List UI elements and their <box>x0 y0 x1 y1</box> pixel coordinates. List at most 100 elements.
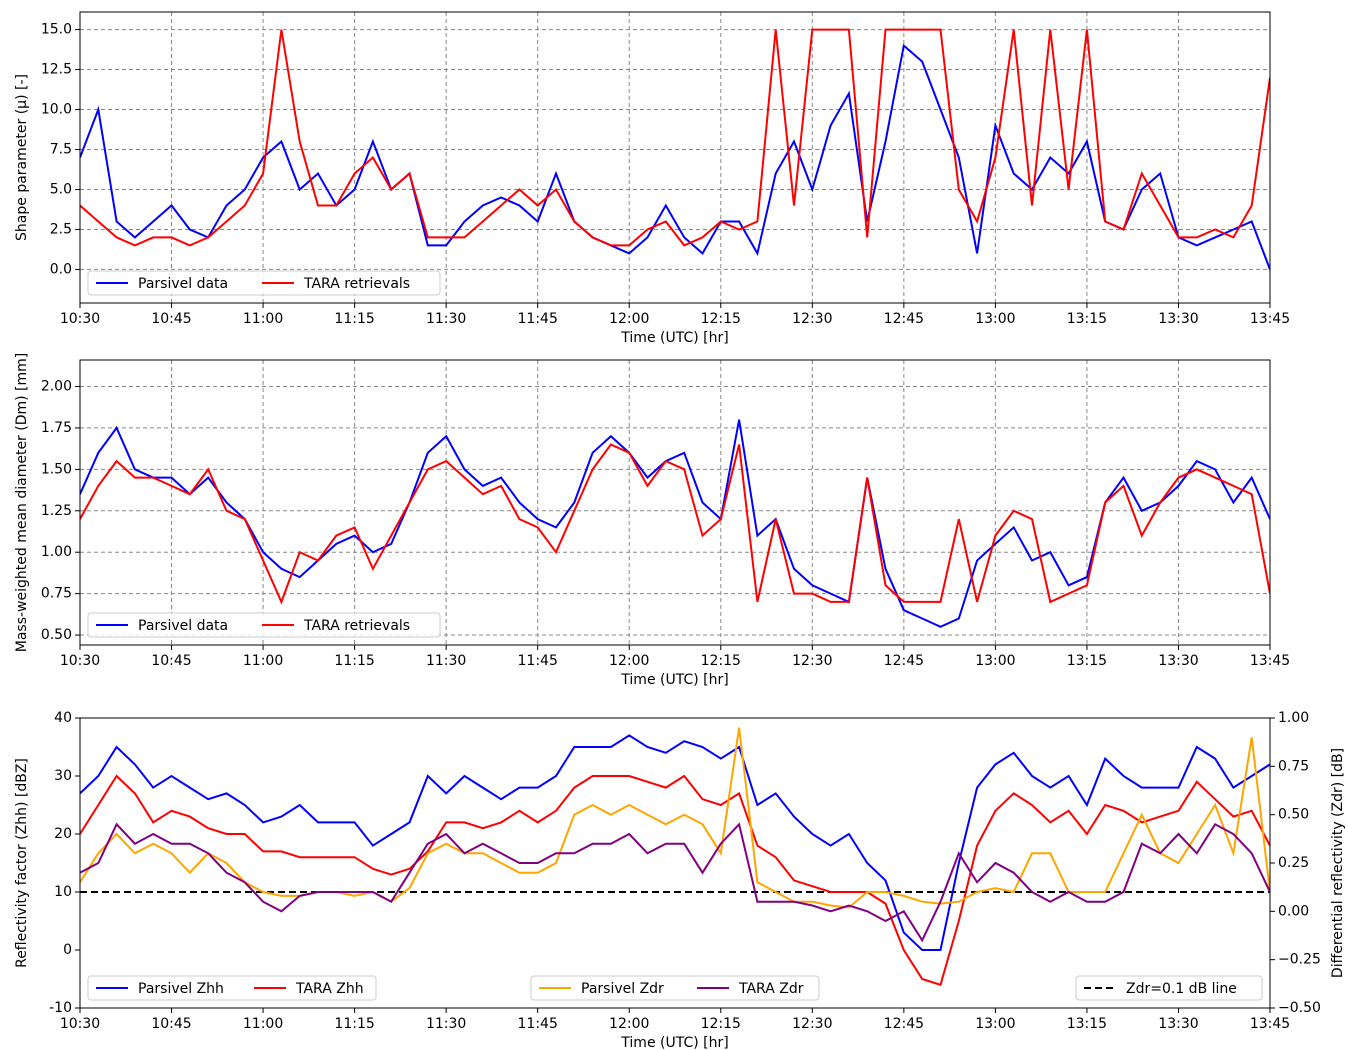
plot-frame <box>79 359 1271 646</box>
series-line <box>80 727 1270 909</box>
x-tick-label: 12:30 <box>792 311 832 327</box>
y-tick-label: 20 <box>54 826 72 842</box>
y2-tick-label: −0.25 <box>1278 952 1321 968</box>
x-tick-label: 13:00 <box>975 311 1015 327</box>
legend-box <box>87 975 377 1001</box>
x-tick-label: 11:45 <box>518 1016 558 1032</box>
x-tick-label: 12:15 <box>701 1016 741 1032</box>
y-tick-label: 0.75 <box>41 586 72 602</box>
legend: Zdr=0.1 dB line <box>1075 975 1263 1001</box>
series-line <box>80 822 1270 943</box>
x-tick-label: 10:45 <box>151 1016 191 1032</box>
legend-box <box>1075 975 1263 1001</box>
x-tick-label: 13:30 <box>1158 653 1198 669</box>
x-tick-label: 11:15 <box>334 1016 374 1032</box>
legend-label: Zdr=0.1 dB line <box>1126 981 1237 997</box>
y-tick-label: 10.0 <box>41 102 72 118</box>
x-tick-label: 13:30 <box>1158 311 1198 327</box>
x-tick-label: 10:45 <box>151 653 191 669</box>
x-tick-label: 13:15 <box>1067 1016 1107 1032</box>
legend: Parsivel data TARA retrievals <box>87 612 441 638</box>
x-tick-label: 13:45 <box>1250 653 1290 669</box>
y2-tick-label: 0.50 <box>1278 807 1309 823</box>
x-tick-label: 10:30 <box>60 311 100 327</box>
x-tick-label: 10:45 <box>151 311 191 327</box>
y2-tick-label: 0.25 <box>1278 855 1309 871</box>
legend-box <box>530 975 820 1001</box>
x-tick-label: 12:45 <box>884 653 924 669</box>
legend-label: TARA retrievals <box>303 276 410 292</box>
x-tick-label: 11:00 <box>243 653 283 669</box>
y-tick-label: 1.75 <box>41 420 72 436</box>
x-tick-label: 13:00 <box>975 653 1015 669</box>
x-tick-label: 11:45 <box>518 311 558 327</box>
legend-label: Parsivel data <box>138 618 228 634</box>
plot-frame <box>79 11 1271 304</box>
y-tick-label: 2.5 <box>50 221 72 237</box>
y2-tick-label: 0.00 <box>1278 903 1309 919</box>
y-tick-label: 12.5 <box>41 62 72 78</box>
series-line <box>80 774 1270 987</box>
y-tick-label: 0 <box>63 942 72 958</box>
x-tick-label: 12:45 <box>884 311 924 327</box>
y-tick-label: 40 <box>54 710 72 726</box>
series-line <box>80 28 1270 247</box>
y-axis-label: Mass-weighted mean diameter (Dm) [mm] <box>14 353 30 653</box>
plot-frame <box>79 717 1271 1009</box>
y-tick-label: -10 <box>49 1000 72 1016</box>
y2-tick-label: −0.50 <box>1278 1000 1321 1016</box>
x-tick-label: 12:15 <box>701 653 741 669</box>
panel: 10:30 10:45 11:00 11:15 11:30 11:45 12:00 12:15… <box>14 11 1290 346</box>
x-tick-label: 13:45 <box>1250 1016 1290 1032</box>
x-tick-label: 11:30 <box>426 653 466 669</box>
series-line <box>80 419 1270 628</box>
y-tick-label: 0.0 <box>50 261 72 277</box>
y-tick-label: 7.5 <box>50 142 72 158</box>
x-tick-label: 12:00 <box>609 653 649 669</box>
y-tick-label: 2.00 <box>41 379 72 395</box>
x-tick-label: 13:45 <box>1250 311 1290 327</box>
y-tick-label: 1.00 <box>41 544 72 560</box>
panel: 10:30 10:45 11:00 11:15 11:30 11:45 12:00 12:15… <box>14 710 1346 1050</box>
y-tick-label: 1.25 <box>41 503 72 519</box>
y-tick-label: 30 <box>54 768 72 784</box>
legend-label: Parsivel Zdr <box>581 981 664 997</box>
x-tick-label: 13:00 <box>975 1016 1015 1032</box>
x-tick-label: 11:00 <box>243 311 283 327</box>
x-tick-label: 11:30 <box>426 1016 466 1032</box>
legend-label: TARA retrievals <box>303 618 410 634</box>
legend: Parsivel Zhh TARA Zhh <box>87 975 377 1001</box>
y-tick-label: 0.50 <box>41 627 72 643</box>
x-tick-label: 13:15 <box>1067 311 1107 327</box>
x-tick-label: 11:00 <box>243 1016 283 1032</box>
x-tick-label: 11:30 <box>426 311 466 327</box>
legend-label: TARA Zhh <box>295 981 364 997</box>
x-tick-label: 12:45 <box>884 1016 924 1032</box>
x-axis-label: Time (UTC) [hr] <box>620 330 728 346</box>
y2-axis-label: Differential reflectivity (Zdr) [dB] <box>1330 748 1346 978</box>
x-tick-label: 10:30 <box>60 653 100 669</box>
x-tick-label: 12:30 <box>792 1016 832 1032</box>
x-tick-label: 11:45 <box>518 653 558 669</box>
x-tick-label: 12:00 <box>609 311 649 327</box>
x-tick-label: 12:30 <box>792 653 832 669</box>
x-tick-label: 11:15 <box>334 311 374 327</box>
x-tick-label: 12:00 <box>609 1016 649 1032</box>
legend: Parsivel Zdr TARA Zdr <box>530 975 820 1001</box>
legend-label: TARA Zdr <box>738 981 804 997</box>
y-axis-label: Shape parameter (μ) [-] <box>14 74 30 241</box>
legend-label: Parsivel Zhh <box>138 981 224 997</box>
legend: Parsivel data TARA retrievals <box>87 270 441 296</box>
x-tick-label: 12:15 <box>701 311 741 327</box>
panel: 10:30 10:45 11:00 11:15 11:30 11:45 12:00 12:15… <box>14 353 1290 688</box>
y-tick-label: 10 <box>54 884 72 900</box>
x-tick-label: 11:15 <box>334 653 374 669</box>
y-tick-label: 15.0 <box>41 22 72 38</box>
y2-tick-label: 0.75 <box>1278 758 1309 774</box>
x-tick-label: 13:15 <box>1067 653 1107 669</box>
series-line <box>80 734 1270 951</box>
y-tick-label: 5.0 <box>50 181 72 197</box>
legend-label: Parsivel data <box>138 276 228 292</box>
y-tick-label: 1.50 <box>41 461 72 477</box>
